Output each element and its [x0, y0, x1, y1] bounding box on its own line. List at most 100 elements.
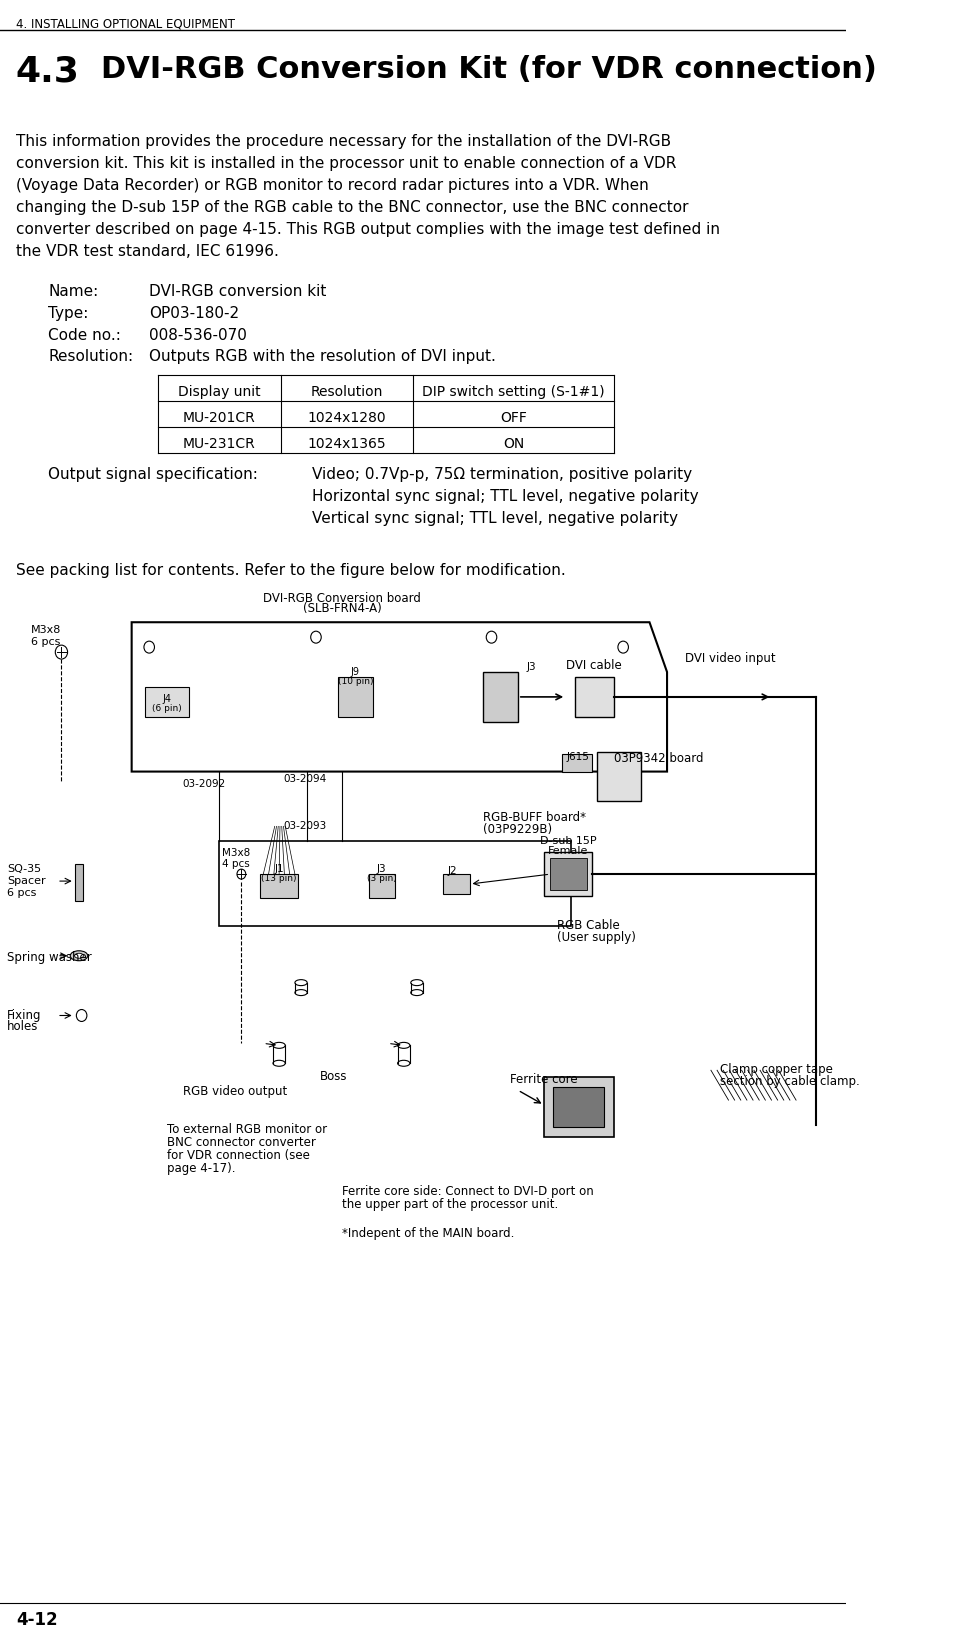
Ellipse shape: [397, 1043, 410, 1048]
Ellipse shape: [411, 979, 423, 986]
Text: (3 pin): (3 pin): [367, 875, 396, 883]
Bar: [368, 875, 395, 898]
Bar: [553, 1087, 603, 1128]
Text: J615: J615: [566, 752, 589, 762]
Text: 03-2092: 03-2092: [182, 778, 226, 788]
Text: conversion kit. This kit is installed in the processor unit to enable connection: conversion kit. This kit is installed in…: [15, 157, 676, 171]
Ellipse shape: [397, 1061, 410, 1066]
Text: 1024x1280: 1024x1280: [308, 411, 386, 426]
Text: Vertical sync signal; TTL level, negative polarity: Vertical sync signal; TTL level, negativ…: [311, 511, 678, 526]
Ellipse shape: [74, 953, 83, 958]
Text: J2: J2: [447, 867, 457, 876]
Text: MU-201CR: MU-201CR: [183, 411, 255, 426]
Text: Resolution: Resolution: [310, 385, 383, 400]
Ellipse shape: [273, 1043, 285, 1048]
Text: See packing list for contents. Refer to the figure below for modification.: See packing list for contents. Refer to …: [15, 563, 566, 578]
Text: 008-536-070: 008-536-070: [149, 328, 247, 343]
Text: 6 pcs: 6 pcs: [7, 888, 37, 898]
Text: DVI video input: DVI video input: [684, 653, 775, 666]
Text: Clamp copper tape: Clamp copper tape: [720, 1064, 833, 1075]
Text: 4-12: 4-12: [15, 1611, 58, 1629]
Text: Display unit: Display unit: [178, 385, 260, 400]
Text: 03-2094: 03-2094: [283, 774, 327, 783]
Ellipse shape: [70, 951, 88, 961]
Text: (User supply): (User supply): [557, 930, 636, 943]
Text: Spacer: Spacer: [7, 876, 45, 886]
Text: M3x8: M3x8: [222, 849, 251, 858]
Text: Spring washer: Spring washer: [7, 951, 92, 965]
Text: RGB video output: RGB video output: [182, 1085, 287, 1098]
Text: SQ-35: SQ-35: [7, 865, 41, 875]
Text: (10 pin): (10 pin): [337, 677, 373, 685]
Text: (Voyage Data Recorder) or RGB monitor to record radar pictures into a VDR. When: (Voyage Data Recorder) or RGB monitor to…: [15, 178, 649, 193]
Bar: [443, 875, 469, 894]
Text: the VDR test standard, IEC 61996.: the VDR test standard, IEC 61996.: [15, 243, 279, 259]
Text: To external RGB monitor or: To external RGB monitor or: [167, 1123, 327, 1136]
Text: DIP switch setting (S-1#1): DIP switch setting (S-1#1): [422, 385, 604, 400]
Bar: [597, 752, 641, 801]
Text: Ferrite core side: Connect to DVI-D port on: Ferrite core side: Connect to DVI-D port…: [342, 1185, 594, 1198]
Text: Type:: Type:: [48, 305, 89, 320]
Text: the upper part of the processor unit.: the upper part of the processor unit.: [342, 1198, 558, 1211]
Text: 03P9342 board: 03P9342 board: [614, 752, 704, 765]
Ellipse shape: [295, 989, 308, 996]
Text: J1: J1: [275, 865, 284, 875]
Text: DVI cable: DVI cable: [566, 659, 622, 672]
Bar: [483, 672, 518, 721]
Text: page 4-17).: page 4-17).: [167, 1162, 235, 1175]
Text: *Indepent of the MAIN board.: *Indepent of the MAIN board.: [342, 1227, 515, 1240]
Text: (03P9229B): (03P9229B): [483, 823, 551, 836]
Bar: [550, 858, 587, 889]
Text: D-sub 15P: D-sub 15P: [540, 836, 596, 847]
Text: Video; 0.7Vp-p, 75Ω termination, positive polarity: Video; 0.7Vp-p, 75Ω termination, positiv…: [311, 467, 692, 481]
Text: 4.3: 4.3: [15, 55, 80, 88]
Text: M3x8: M3x8: [31, 625, 61, 635]
Text: changing the D-sub 15P of the RGB cable to the BNC connector, use the BNC connec: changing the D-sub 15P of the RGB cable …: [15, 201, 688, 215]
Text: MU-231CR: MU-231CR: [183, 437, 255, 450]
Bar: [562, 754, 593, 772]
Bar: [260, 875, 299, 898]
Text: This information provides the procedure necessary for the installation of the DV: This information provides the procedure …: [15, 134, 671, 150]
Text: Resolution:: Resolution:: [48, 349, 133, 364]
Ellipse shape: [411, 989, 423, 996]
Text: 1024x1365: 1024x1365: [308, 437, 386, 450]
Text: J9: J9: [351, 667, 360, 677]
Text: J3: J3: [526, 663, 536, 672]
Ellipse shape: [273, 1061, 285, 1066]
Text: OP03-180-2: OP03-180-2: [149, 305, 239, 320]
Text: DVI-RGB conversion kit: DVI-RGB conversion kit: [149, 284, 327, 299]
Text: holes: holes: [7, 1020, 39, 1033]
Text: RGB-BUFF board*: RGB-BUFF board*: [483, 811, 586, 824]
Text: (SLB-FRN4-A): (SLB-FRN4-A): [303, 602, 382, 615]
Text: for VDR connection (see: for VDR connection (see: [167, 1149, 309, 1162]
Text: (6 pin): (6 pin): [152, 703, 181, 713]
Bar: [338, 677, 373, 716]
Text: 4 pcs: 4 pcs: [222, 858, 250, 870]
Text: Code no.:: Code no.:: [48, 328, 121, 343]
Text: RGB Cable: RGB Cable: [557, 919, 620, 932]
Text: (13 pin): (13 pin): [261, 875, 297, 883]
Text: DVI-RGB Conversion Kit (for VDR connection): DVI-RGB Conversion Kit (for VDR connecti…: [101, 55, 877, 83]
Text: converter described on page 4-15. This RGB output complies with the image test d: converter described on page 4-15. This R…: [15, 222, 720, 237]
Text: 4. INSTALLING OPTIONAL EQUIPMENT: 4. INSTALLING OPTIONAL EQUIPMENT: [15, 18, 235, 31]
Text: Female: Female: [548, 847, 588, 857]
Bar: [544, 1077, 614, 1138]
Bar: [74, 865, 83, 901]
Text: Outputs RGB with the resolution of DVI input.: Outputs RGB with the resolution of DVI i…: [149, 349, 496, 364]
Text: Name:: Name:: [48, 284, 98, 299]
Text: section by cable clamp.: section by cable clamp.: [720, 1075, 860, 1089]
Text: ON: ON: [503, 437, 524, 450]
Text: J4: J4: [162, 694, 172, 703]
Text: Ferrite core: Ferrite core: [510, 1074, 578, 1087]
Text: Boss: Boss: [320, 1071, 347, 1084]
Text: Fixing: Fixing: [7, 1009, 41, 1022]
Text: BNC connector converter: BNC connector converter: [167, 1136, 315, 1149]
Ellipse shape: [295, 979, 308, 986]
Bar: [544, 852, 593, 896]
Text: 03-2093: 03-2093: [283, 821, 327, 831]
Text: OFF: OFF: [500, 411, 527, 426]
Text: Horizontal sync signal; TTL level, negative polarity: Horizontal sync signal; TTL level, negat…: [311, 490, 698, 504]
Bar: [575, 677, 614, 716]
Text: 6 pcs: 6 pcs: [31, 636, 60, 648]
Text: J3: J3: [377, 865, 387, 875]
